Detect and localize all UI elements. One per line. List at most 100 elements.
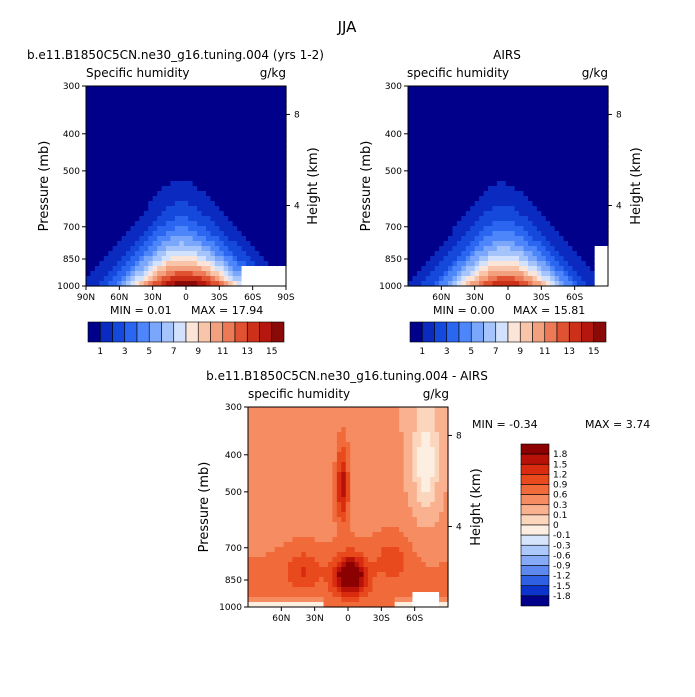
field-cell	[444, 96, 449, 102]
field-cell	[590, 181, 595, 187]
field-cell	[268, 96, 273, 102]
field-cell	[246, 111, 251, 117]
field-cell	[162, 121, 167, 127]
field-cell	[386, 442, 391, 448]
field-cell	[277, 256, 282, 262]
field-cell	[559, 86, 564, 92]
field-cell	[381, 452, 386, 458]
field-cell	[332, 447, 337, 453]
field-cell	[546, 271, 551, 277]
field-cell	[515, 101, 520, 107]
field-cell	[470, 226, 475, 232]
field-cell	[273, 241, 278, 247]
field-cell	[510, 141, 515, 147]
field-cell	[224, 211, 229, 217]
field-cell	[86, 186, 91, 192]
field-cell	[501, 196, 506, 202]
field-cell	[541, 221, 546, 227]
field-cell	[359, 512, 364, 518]
field-cell	[319, 512, 324, 518]
field-cell	[268, 266, 273, 272]
field-cell	[248, 467, 253, 473]
field-cell	[550, 196, 555, 202]
field-cell	[268, 186, 273, 192]
field-cell	[306, 572, 311, 578]
field-cell	[166, 236, 171, 242]
field-cell	[166, 106, 171, 112]
field-cell	[184, 86, 189, 92]
field-cell	[479, 246, 484, 252]
field-cell	[139, 151, 144, 157]
field-cell	[324, 467, 329, 473]
field-cell	[284, 477, 289, 483]
field-cell	[184, 111, 189, 117]
field-cell	[310, 417, 315, 423]
field-cell	[577, 226, 582, 232]
field-cell	[430, 196, 435, 202]
field-cell	[364, 527, 369, 533]
field-cell	[492, 266, 497, 272]
field-cell	[179, 231, 184, 237]
field-cell	[466, 176, 471, 182]
field-cell	[537, 91, 542, 97]
field-cell	[346, 482, 351, 488]
field-cell	[215, 181, 220, 187]
field-cell	[210, 186, 215, 192]
field-cell	[237, 146, 242, 152]
field-cell	[170, 106, 175, 112]
field-cell	[90, 221, 95, 227]
field-cell	[381, 582, 386, 588]
field-cell	[153, 121, 158, 127]
field-cell	[270, 537, 275, 543]
field-cell	[250, 91, 255, 97]
field-cell	[157, 126, 162, 132]
field-cell	[264, 106, 269, 112]
field-cell	[568, 141, 573, 147]
field-cell	[337, 557, 342, 563]
field-cell	[233, 246, 238, 252]
field-cell	[170, 86, 175, 92]
field-cell	[255, 121, 260, 127]
field-cell	[86, 211, 91, 217]
field-cell	[153, 261, 158, 267]
field-cell	[408, 181, 413, 187]
field-cell	[364, 442, 369, 448]
field-cell	[341, 582, 346, 588]
field-cell	[324, 447, 329, 453]
field-cell	[166, 91, 171, 97]
field-cell	[170, 176, 175, 182]
field-cell	[497, 231, 502, 237]
field-cell	[484, 191, 489, 197]
field-cell	[475, 266, 480, 272]
field-cell	[144, 186, 149, 192]
field-cell	[277, 126, 282, 132]
field-cell	[532, 236, 537, 242]
field-cell	[564, 166, 569, 172]
field-cell	[139, 86, 144, 92]
field-cell	[586, 186, 591, 192]
field-cell	[210, 191, 215, 197]
panel-obs-units-label: g/kg	[582, 66, 608, 80]
field-cell	[275, 452, 280, 458]
field-cell	[564, 241, 569, 247]
field-cell	[175, 226, 180, 232]
field-cell	[484, 251, 489, 257]
field-cell	[135, 251, 140, 257]
field-cell	[528, 96, 533, 102]
field-cell	[572, 271, 577, 277]
field-cell	[252, 447, 257, 453]
field-cell	[448, 171, 453, 177]
field-cell	[515, 181, 520, 187]
field-cell	[581, 136, 586, 142]
field-cell	[501, 136, 506, 142]
field-cell	[537, 216, 542, 222]
field-cell	[310, 512, 315, 518]
field-cell	[135, 221, 140, 227]
field-cell	[559, 206, 564, 212]
field-cell	[246, 176, 251, 182]
field-cell	[215, 116, 220, 122]
field-cell	[324, 597, 329, 603]
field-cell	[306, 527, 311, 533]
field-cell	[264, 231, 269, 237]
field-cell	[590, 91, 595, 97]
